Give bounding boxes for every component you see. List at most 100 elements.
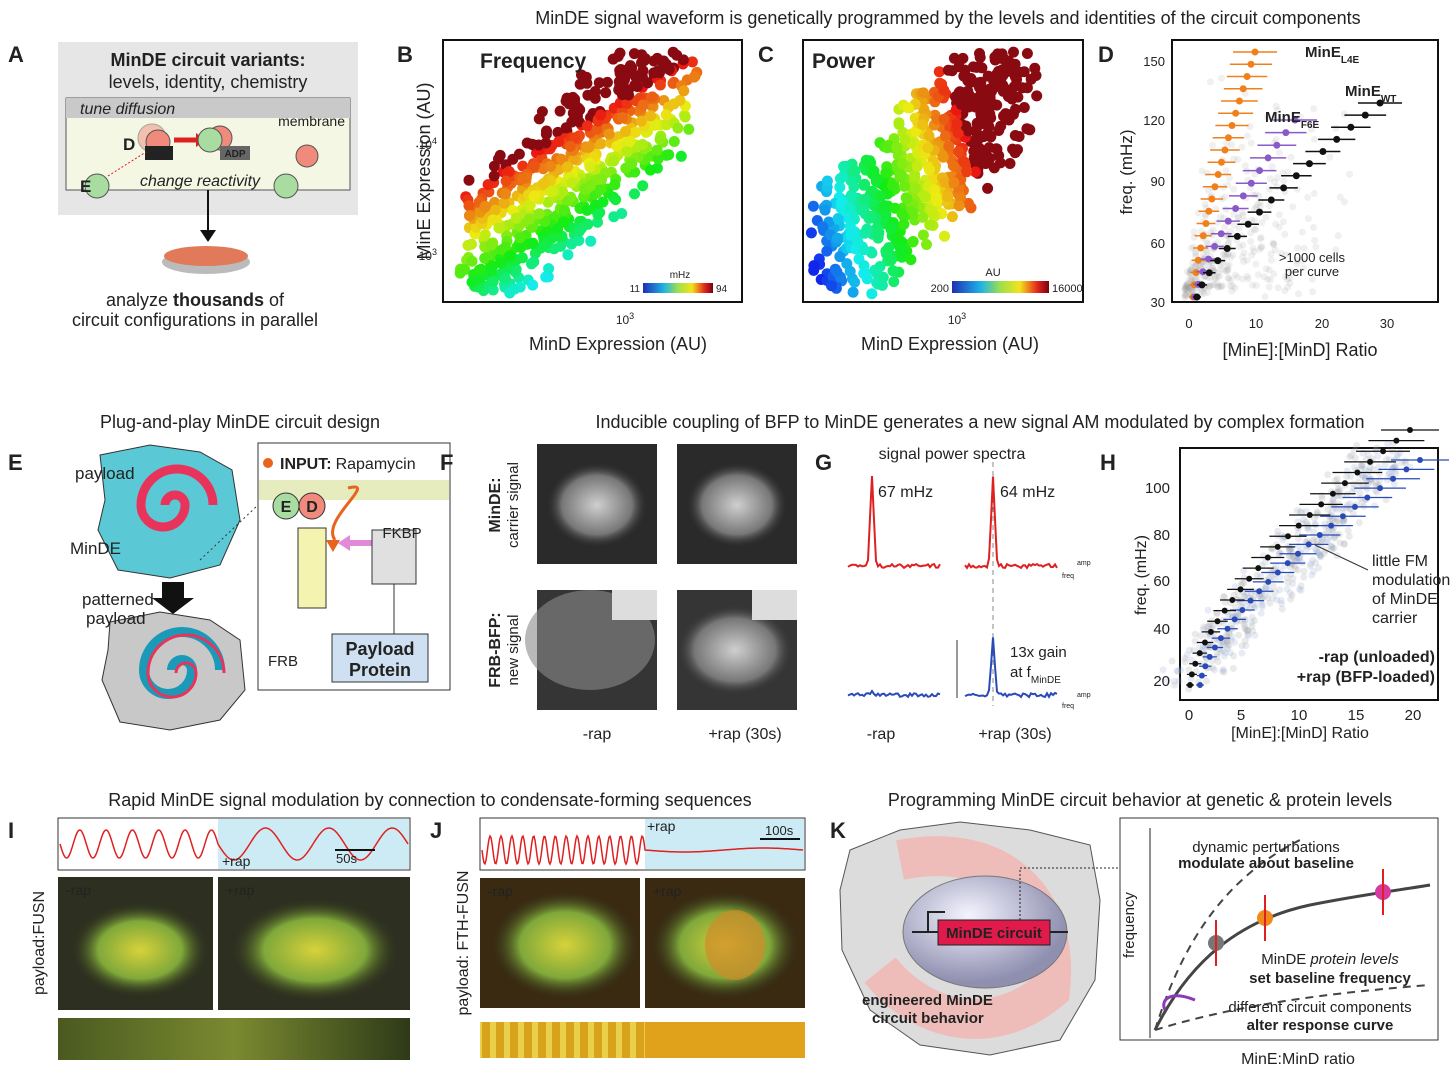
scatter-decoration [1277,549,1284,556]
scatter-decoration [1021,123,1032,134]
scatter-decoration [943,65,954,76]
scatter-decoration [1321,521,1328,528]
scatter-decoration [942,191,953,202]
cell-image [687,463,787,547]
scatter-decoration [652,145,663,156]
scatter-decoration [645,165,656,176]
scatter-decoration [923,142,934,153]
scatter-decoration [1207,283,1214,290]
spectrum-decoration [848,691,940,697]
point-decoration [1224,245,1231,252]
scatter-decoration [1005,158,1016,169]
scatter-decoration [595,110,606,121]
point-decoration [1222,608,1228,614]
scatter-decoration [499,198,510,209]
note: per curve [1285,264,1339,279]
scatter-decoration [494,223,505,234]
panel-label: B [397,42,413,67]
axis-label: frequency [1121,892,1138,958]
scatter-decoration [1248,252,1255,259]
scatter-decoration [663,149,674,160]
scatter-decoration [982,183,993,194]
scatter-decoration [1204,170,1211,177]
scatter-decoration [672,123,683,134]
scatter-decoration [939,114,950,125]
scatter-decoration [1346,453,1353,460]
y-tick-label: 60 [1153,573,1170,590]
point-decoration [1362,112,1369,119]
scatter-decoration [517,174,528,185]
point-decoration [1403,466,1409,472]
y-tick-label: 40 [1153,621,1170,638]
scatter-decoration [991,143,1002,154]
scatter-decoration [1217,283,1224,290]
scatter-decoration [1281,177,1288,184]
scatter-decoration [501,176,512,187]
scatter-decoration [486,265,497,276]
scatter-decoration [1332,125,1339,132]
scatter-decoration [1235,632,1242,639]
scatter-decoration [1299,229,1306,236]
frb [298,528,326,608]
point-decoration [1275,570,1281,576]
point-decoration [1354,470,1360,476]
scatter-decoration [1345,527,1352,534]
series-label-part: F6E [1301,120,1320,131]
cell-image [490,890,640,1000]
colorbar-label: mHz [670,270,691,281]
y-tick-label: 80 [1153,527,1170,544]
point-decoration [1218,159,1225,166]
label: payload: FTH-FUSN [455,871,472,1016]
scatter-decoration [1384,441,1391,448]
gain-label: at fMinDE [1010,664,1061,686]
label: D [306,499,318,516]
scatter-decoration [817,221,828,232]
scatter-decoration [1022,48,1033,59]
label: 50s [336,851,357,866]
point-decoration [1234,233,1241,240]
scatter-decoration [1309,288,1316,295]
scatter-decoration [540,272,551,283]
panel-label: F [440,450,453,475]
scatter-decoration [1270,583,1277,590]
label-part: Rapamycin [336,456,416,473]
axis-label: freq. (mHz) [1117,130,1136,215]
scatter-decoration [500,273,511,284]
scatter-decoration [901,193,912,204]
subtitle: levels, identity, chemistry [109,72,308,92]
scatter-decoration [1376,477,1383,484]
scatter-decoration [1258,234,1265,241]
scatter-decoration [1182,286,1189,293]
scatter-decoration [669,136,680,147]
scatter-decoration [504,288,515,299]
scatter-decoration [888,265,899,276]
point-decoration [1293,172,1300,179]
point-decoration [1214,257,1221,264]
scatter-decoration [1249,245,1256,252]
axis-note: freq [1062,573,1074,580]
scatter-decoration [514,149,525,160]
scatter-decoration [1214,650,1221,657]
point-decoration [1319,148,1326,155]
point-decoration [1193,269,1200,276]
label: MinDE circuit [946,925,1042,942]
scatter-decoration [981,129,992,140]
scatter-decoration [1255,271,1262,278]
label: change reactivity [140,173,261,190]
note: carrier [1372,610,1418,627]
scatter-decoration [546,187,557,198]
panel-label: I [8,818,14,843]
scatter-decoration [1171,678,1178,685]
scatter-decoration [476,264,487,275]
point-decoration [1205,256,1212,263]
cell-image [547,463,647,547]
point-decoration [1342,480,1348,486]
label: +rap [222,853,251,869]
scatter-decoration [887,180,898,191]
axis-label: MinE Expression (AU) [414,82,434,259]
point-decoration [1347,124,1354,131]
panel-label: C [758,42,774,67]
scatter-decoration [495,257,506,268]
scatter-decoration [894,242,905,253]
scatter-decoration [1223,167,1230,174]
